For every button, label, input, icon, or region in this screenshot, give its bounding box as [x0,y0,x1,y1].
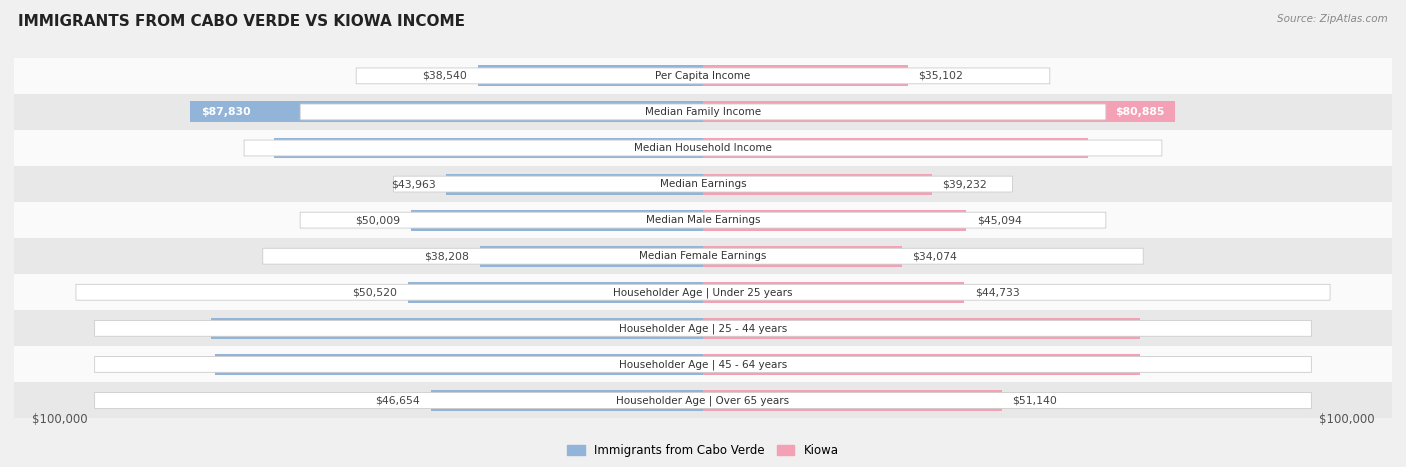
FancyBboxPatch shape [394,176,1012,192]
Text: $65,914: $65,914 [1028,143,1077,153]
Text: $74,776: $74,776 [1078,323,1129,333]
Bar [703,246,901,267]
FancyBboxPatch shape [94,356,1312,372]
Bar [703,318,1140,339]
FancyBboxPatch shape [76,284,1330,300]
Bar [703,174,932,195]
FancyBboxPatch shape [299,212,1107,228]
Text: Householder Age | Over 65 years: Householder Age | Over 65 years [616,395,790,406]
Bar [0,166,1406,202]
Bar [703,390,1001,411]
Text: $80,885: $80,885 [1115,107,1164,117]
Bar [478,65,703,86]
Text: Householder Age | Under 25 years: Householder Age | Under 25 years [613,287,793,297]
Text: Median Earnings: Median Earnings [659,179,747,189]
Legend: Immigrants from Cabo Verde, Kiowa: Immigrants from Cabo Verde, Kiowa [562,439,844,462]
FancyBboxPatch shape [263,248,1143,264]
Text: $50,009: $50,009 [356,215,401,225]
Text: $73,515: $73,515 [284,143,333,153]
Text: $39,232: $39,232 [942,179,987,189]
Text: IMMIGRANTS FROM CABO VERDE VS KIOWA INCOME: IMMIGRANTS FROM CABO VERDE VS KIOWA INCO… [18,14,465,29]
Bar [703,210,966,231]
Text: $83,542: $83,542 [226,360,276,369]
Text: $45,094: $45,094 [977,215,1022,225]
Text: $100,000: $100,000 [31,413,87,426]
FancyBboxPatch shape [94,320,1312,336]
Bar [274,138,703,158]
Text: $44,733: $44,733 [974,287,1019,297]
Bar [211,318,703,339]
Bar [408,282,703,303]
FancyBboxPatch shape [94,393,1312,409]
Text: $38,208: $38,208 [425,251,470,261]
Bar [0,274,1406,310]
Bar [0,94,1406,130]
Bar [0,130,1406,166]
Text: $87,830: $87,830 [201,107,250,117]
Text: Median Household Income: Median Household Income [634,143,772,153]
Text: $43,963: $43,963 [391,179,436,189]
Bar [0,310,1406,347]
Bar [0,238,1406,274]
Bar [0,347,1406,382]
Text: Householder Age | 45 - 64 years: Householder Age | 45 - 64 years [619,359,787,370]
Text: $51,140: $51,140 [1012,396,1057,405]
Bar [479,246,703,267]
Bar [703,101,1175,122]
Text: $50,520: $50,520 [353,287,398,297]
Bar [215,354,703,375]
Bar [703,65,908,86]
FancyBboxPatch shape [299,104,1107,120]
Bar [703,354,1140,375]
Bar [0,202,1406,238]
Text: Median Male Earnings: Median Male Earnings [645,215,761,225]
Text: Per Capita Income: Per Capita Income [655,71,751,81]
Bar [411,210,703,231]
Text: $74,815: $74,815 [1080,360,1129,369]
FancyBboxPatch shape [356,68,1050,84]
Bar [0,382,1406,418]
Bar [446,174,703,195]
Bar [190,101,703,122]
Text: Source: ZipAtlas.com: Source: ZipAtlas.com [1277,14,1388,24]
Text: Median Family Income: Median Family Income [645,107,761,117]
Text: Median Female Earnings: Median Female Earnings [640,251,766,261]
Bar [703,138,1088,158]
Text: $84,304: $84,304 [221,323,271,333]
Bar [703,282,965,303]
FancyBboxPatch shape [245,140,1161,156]
Text: $38,540: $38,540 [423,71,467,81]
Bar [0,58,1406,94]
Text: $46,654: $46,654 [375,396,420,405]
Bar [430,390,703,411]
Text: Householder Age | 25 - 44 years: Householder Age | 25 - 44 years [619,323,787,333]
Text: $100,000: $100,000 [1319,413,1375,426]
Text: $34,074: $34,074 [912,251,957,261]
Text: $35,102: $35,102 [918,71,963,81]
